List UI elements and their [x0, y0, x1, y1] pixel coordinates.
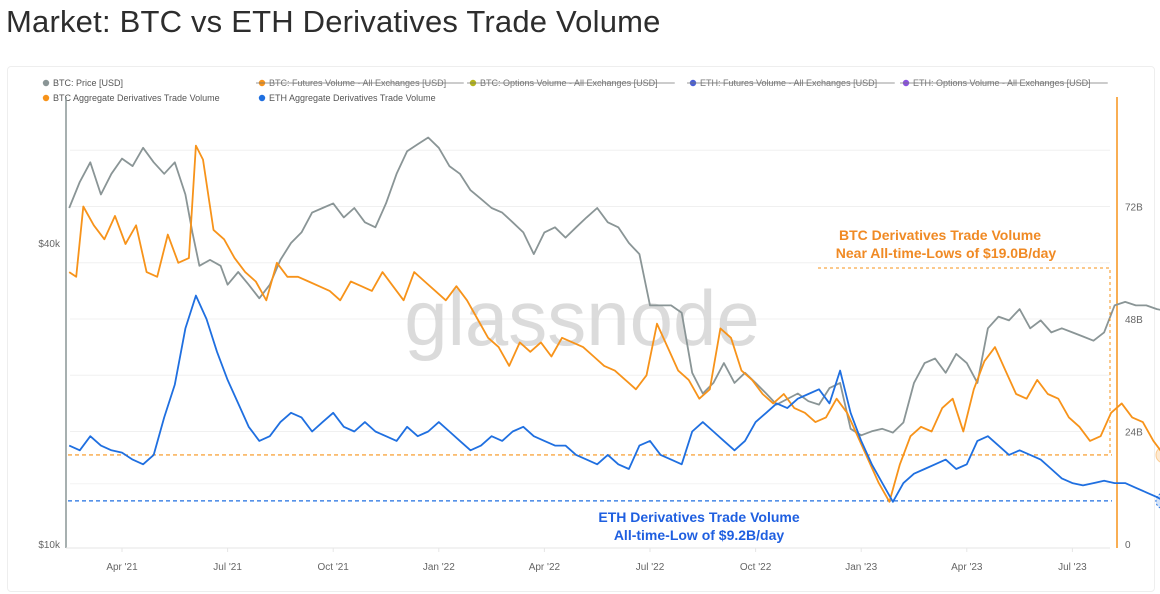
x-tick-label: Jul '21 — [213, 562, 242, 573]
chart-card — [7, 66, 1155, 592]
page-title: Market: BTC vs ETH Derivatives Trade Vol… — [6, 4, 661, 39]
x-axis-ticks: Apr '21 Jul '21 Oct '21 Jan '22 Apr '22 Jul '… — [106, 548, 1087, 573]
legend-dot-icon — [42, 94, 50, 102]
eth-annotation-line2: All-time-Low of $9.2B/day — [614, 527, 785, 543]
x-tick-label: Apr '22 — [529, 562, 561, 573]
legend-item[interactable]: BTC: Futures Volume - All Exchanges [USD… — [256, 78, 464, 88]
legend: BTC: Price [USD] BTC: Futures Volume - Al… — [42, 78, 1108, 103]
legend-label: BTC: Price [USD] — [53, 78, 123, 88]
series-line — [68, 294, 1160, 503]
legend-item[interactable]: ETH Aggregate Derivatives Trade Volume — [258, 93, 436, 103]
x-tick-label: Apr '21 — [106, 562, 138, 573]
eth-annotation-line1: ETH Derivatives Trade Volume — [598, 509, 799, 525]
x-tick-label: Jul '23 — [1058, 562, 1087, 573]
eth-endpoint-marker — [1155, 493, 1160, 509]
btc-annotation-line1: BTC Derivatives Trade Volume — [839, 227, 1041, 243]
x-tick-label: Oct '21 — [318, 562, 350, 573]
left-axis-ticks: $40k $10k — [38, 239, 61, 551]
legend-item[interactable]: BTC Aggregate Derivatives Trade Volume — [42, 93, 220, 103]
right-tick-label: 72B — [1125, 203, 1143, 214]
legend-item[interactable]: ETH: Futures Volume - All Exchanges [USD… — [687, 78, 895, 88]
legend-item[interactable]: ETH: Options Volume - All Exchanges [USD… — [900, 78, 1108, 88]
right-tick-label: 48B — [1125, 315, 1143, 326]
right-tick-label: 0 — [1125, 540, 1131, 551]
left-tick-label: $10k — [38, 540, 61, 551]
x-tick-label: Oct '22 — [740, 562, 772, 573]
x-tick-label: Jan '23 — [845, 562, 877, 573]
legend-dot-icon — [258, 94, 266, 102]
btc-annotation-bracket — [818, 267, 1111, 455]
x-tick-label: Jan '22 — [423, 562, 455, 573]
legend-label: BTC Aggregate Derivatives Trade Volume — [53, 93, 220, 103]
x-tick-label: Apr '23 — [951, 562, 983, 573]
series-group — [68, 136, 1160, 503]
series-line — [68, 136, 1160, 437]
legend-label: ETH Aggregate Derivatives Trade Volume — [269, 93, 436, 103]
right-tick-label: 24B — [1125, 428, 1143, 439]
x-tick-label: Jul '22 — [636, 562, 665, 573]
reference-lines — [68, 454, 1112, 502]
legend-dot-icon — [42, 79, 50, 87]
legend-item[interactable]: BTC: Price [USD] — [42, 78, 123, 88]
left-tick-label: $40k — [38, 239, 61, 250]
btc-endpoint-marker — [1155, 447, 1160, 463]
btc-annotation-line2: Near All-time-Lows of $19.0B/day — [836, 245, 1057, 261]
right-axis-ticks: 72B 48B 24B 0 — [1125, 203, 1143, 552]
legend-item[interactable]: BTC: Options Volume - All Exchanges [USD… — [467, 78, 675, 88]
annotation-guides — [818, 267, 1160, 509]
series-line — [68, 144, 1160, 503]
gridlines — [70, 149, 1110, 485]
